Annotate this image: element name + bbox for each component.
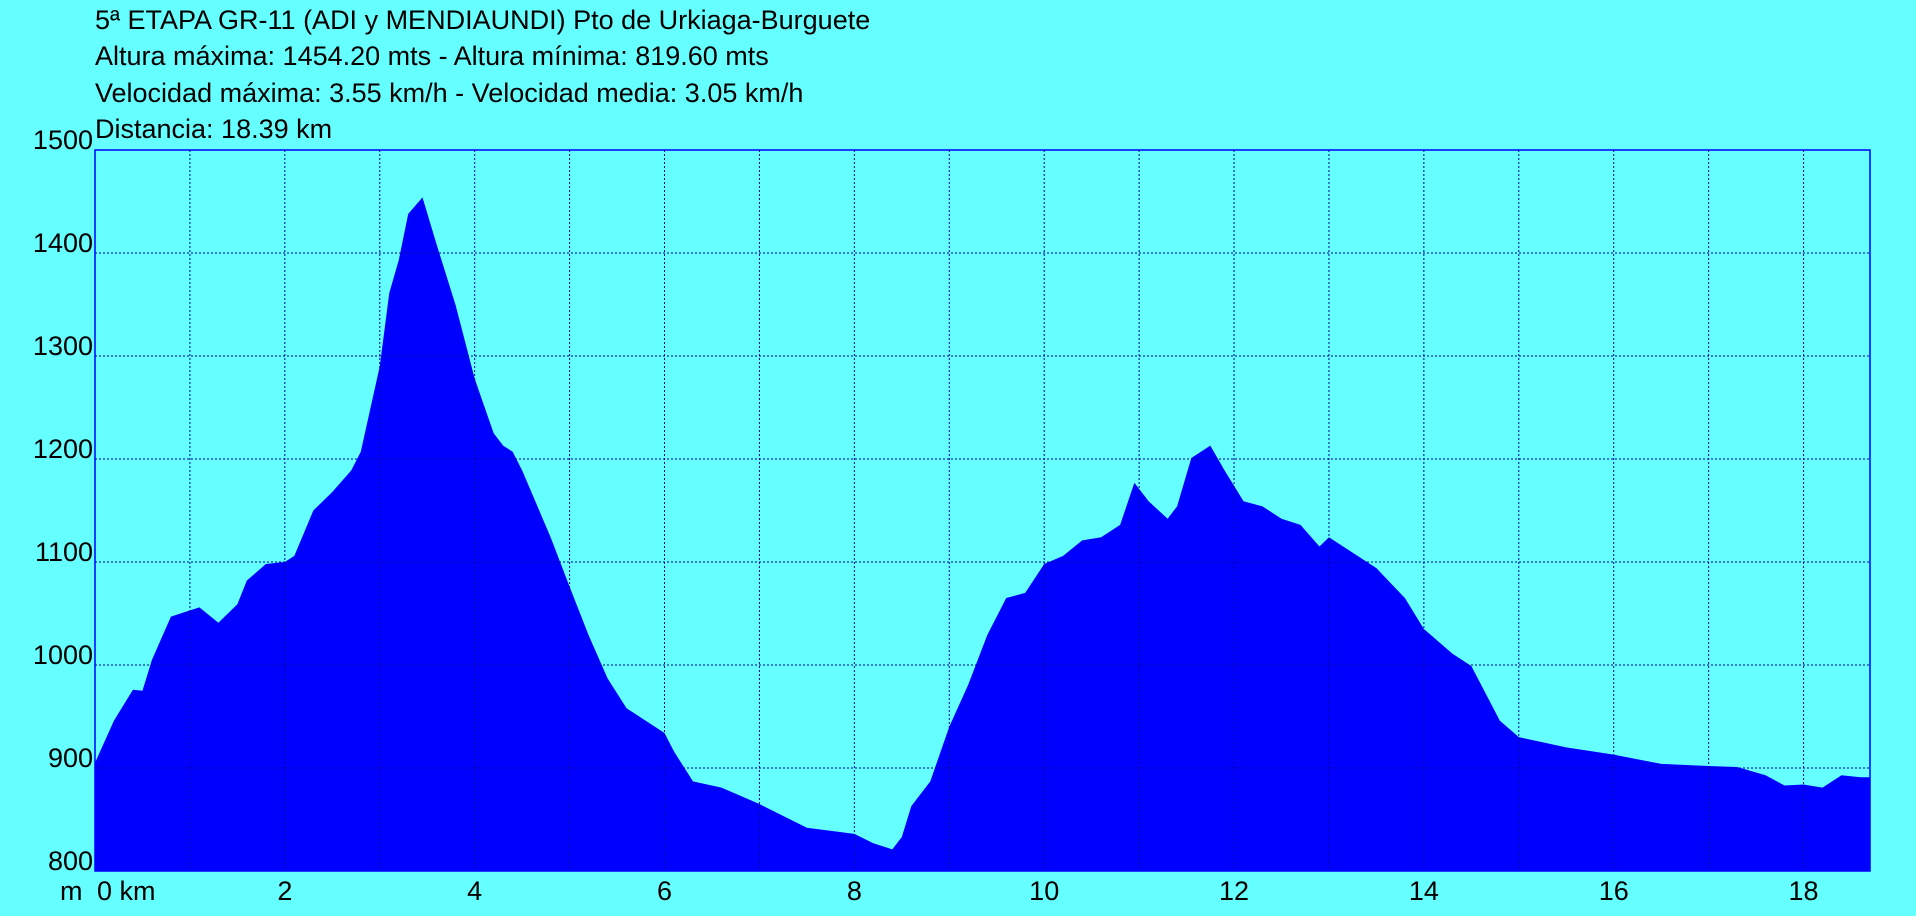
y-tick-label: 1100 [35,537,93,567]
x-tick-label: 16 [1599,876,1629,906]
y-tick-label: 800 [48,846,93,876]
y-unit: m [60,876,83,906]
x-tick-label: 14 [1409,876,1439,906]
subtitle: Altura máxima: 1454.20 mts - Altura míni… [95,41,769,71]
y-tick-label: 1000 [33,640,93,670]
x-tick-label: 4 [467,876,482,906]
x-tick-label: 6 [657,876,672,906]
x-tick-label: 12 [1219,876,1249,906]
x-tick-label: 8 [847,876,862,906]
chart-title: 5ª ETAPA GR-11 (ADI y MENDIAUNDI) Pto de… [95,5,870,35]
x-tick-label: 18 [1789,876,1819,906]
plot-border [94,149,1871,872]
subtitle: Distancia: 18.39 km [95,114,332,144]
elevation-area [95,197,1870,871]
subtitle: Velocidad máxima: 3.55 km/h - Velocidad … [95,78,803,108]
y-tick-label: 1400 [33,228,93,258]
y-tick-label: 1300 [33,331,93,361]
y-tick-label: 1500 [33,125,93,155]
x-tick-label: 10 [1029,876,1059,906]
y-tick-label: 900 [48,743,93,773]
x-tick-label: 0 km [97,876,156,906]
x-tick-label: 2 [277,876,292,906]
y-tick-label: 1200 [33,434,93,464]
